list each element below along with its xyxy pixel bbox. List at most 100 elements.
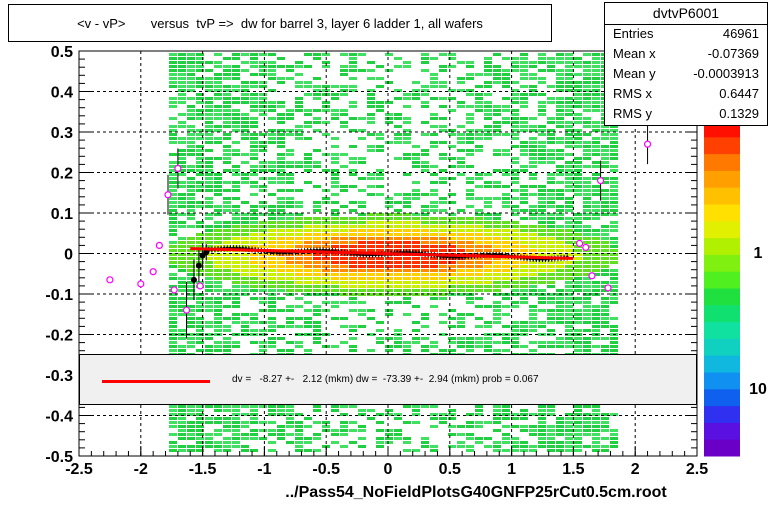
heatmap-cell bbox=[511, 81, 519, 84]
heatmap-cell bbox=[556, 57, 564, 60]
heatmap-cell bbox=[601, 425, 609, 428]
heatmap-cell bbox=[205, 105, 213, 108]
heatmap-cell bbox=[412, 89, 420, 92]
heatmap-cell bbox=[331, 277, 339, 280]
heatmap-cell bbox=[367, 249, 375, 252]
heatmap-cell bbox=[241, 69, 249, 72]
heatmap-cell bbox=[574, 433, 582, 436]
heatmap-cell bbox=[205, 261, 213, 264]
x-tick-label: -1.5 bbox=[189, 461, 217, 478]
heatmap-cell bbox=[214, 265, 222, 268]
heatmap-cell bbox=[511, 93, 519, 96]
heatmap-cell bbox=[349, 53, 357, 56]
heatmap-cell bbox=[430, 125, 438, 128]
heatmap-cell bbox=[484, 205, 492, 208]
heatmap-cell bbox=[556, 297, 564, 300]
heatmap-cell bbox=[511, 269, 519, 272]
heatmap-cell bbox=[232, 97, 240, 100]
heatmap-cell bbox=[574, 73, 582, 76]
heatmap-cell bbox=[259, 69, 267, 72]
heatmap-cell bbox=[592, 229, 600, 232]
profile-point-open bbox=[170, 286, 178, 294]
heatmap-cell bbox=[592, 129, 600, 132]
heatmap-cell bbox=[259, 85, 267, 88]
heatmap-cell bbox=[538, 277, 546, 280]
heatmap-cell bbox=[358, 225, 366, 228]
heatmap-cell bbox=[493, 317, 501, 320]
heatmap-cell bbox=[178, 193, 186, 196]
heatmap-cell bbox=[475, 437, 483, 440]
heatmap-cell bbox=[457, 281, 465, 284]
heatmap-cell bbox=[205, 165, 213, 168]
heatmap-cell bbox=[268, 413, 276, 416]
heatmap-cell bbox=[187, 433, 195, 436]
heatmap-cell bbox=[466, 261, 474, 264]
heatmap-cell bbox=[565, 241, 573, 244]
heatmap-cell bbox=[610, 205, 618, 208]
heatmap-cell bbox=[502, 169, 510, 172]
heatmap-cell bbox=[232, 261, 240, 264]
heatmap-cell bbox=[610, 209, 618, 212]
heatmap-cell bbox=[196, 349, 204, 352]
heatmap-cell bbox=[583, 157, 591, 160]
heatmap-cell bbox=[439, 117, 447, 120]
heatmap-cell bbox=[556, 313, 564, 316]
heatmap-cell bbox=[583, 89, 591, 92]
heatmap-cell bbox=[448, 65, 456, 68]
heatmap-cell bbox=[529, 349, 537, 352]
heatmap-cell bbox=[529, 305, 537, 308]
heatmap-cell bbox=[547, 133, 555, 136]
heatmap-cell bbox=[412, 329, 420, 332]
heatmap-cell bbox=[466, 137, 474, 140]
heatmap-cell bbox=[538, 105, 546, 108]
heatmap-cell bbox=[529, 193, 537, 196]
heatmap-cell bbox=[187, 137, 195, 140]
heatmap-cell bbox=[331, 161, 339, 164]
heatmap-cell bbox=[529, 225, 537, 228]
heatmap-cell bbox=[250, 93, 258, 96]
heatmap-cell bbox=[196, 117, 204, 120]
heatmap-cell bbox=[322, 61, 330, 64]
heatmap-cell bbox=[205, 149, 213, 152]
heatmap-cell bbox=[565, 333, 573, 336]
heatmap-cell bbox=[574, 213, 582, 216]
heatmap-cell bbox=[574, 137, 582, 140]
heatmap-cell bbox=[331, 301, 339, 304]
heatmap-cell bbox=[358, 425, 366, 428]
heatmap-cell bbox=[385, 141, 393, 144]
heatmap-cell bbox=[403, 341, 411, 344]
heatmap-cell bbox=[241, 85, 249, 88]
heatmap-cell bbox=[178, 153, 186, 156]
heatmap-cell bbox=[196, 405, 204, 408]
heatmap-cell bbox=[439, 297, 447, 300]
heatmap-cell bbox=[601, 237, 609, 240]
heatmap-cell bbox=[529, 129, 537, 132]
heatmap-cell bbox=[574, 337, 582, 340]
heatmap-cell bbox=[610, 145, 618, 148]
heatmap-cell bbox=[259, 61, 267, 64]
x-tick-label: 1 bbox=[507, 461, 516, 478]
heatmap-cell bbox=[439, 413, 447, 416]
heatmap-cell bbox=[511, 121, 519, 124]
heatmap-cell bbox=[196, 81, 204, 84]
heatmap-cell bbox=[385, 257, 393, 260]
heatmap-cell bbox=[520, 77, 528, 80]
heatmap-cell bbox=[322, 89, 330, 92]
heatmap-cell bbox=[475, 73, 483, 76]
heatmap-cell bbox=[322, 197, 330, 200]
heatmap-cell bbox=[169, 73, 177, 76]
heatmap-cell bbox=[376, 445, 384, 448]
heatmap-cell bbox=[538, 425, 546, 428]
heatmap-cell bbox=[421, 445, 429, 448]
heatmap-cell bbox=[205, 325, 213, 328]
heatmap-cell bbox=[358, 281, 366, 284]
heatmap-cell bbox=[511, 245, 519, 248]
heatmap-cell bbox=[169, 173, 177, 176]
heatmap-cell bbox=[178, 149, 186, 152]
heatmap-cell bbox=[304, 217, 312, 220]
heatmap-cell bbox=[511, 417, 519, 420]
heatmap-cell bbox=[538, 149, 546, 152]
heatmap-cell bbox=[259, 145, 267, 148]
heatmap-cell bbox=[286, 421, 294, 424]
heatmap-cell bbox=[268, 101, 276, 104]
